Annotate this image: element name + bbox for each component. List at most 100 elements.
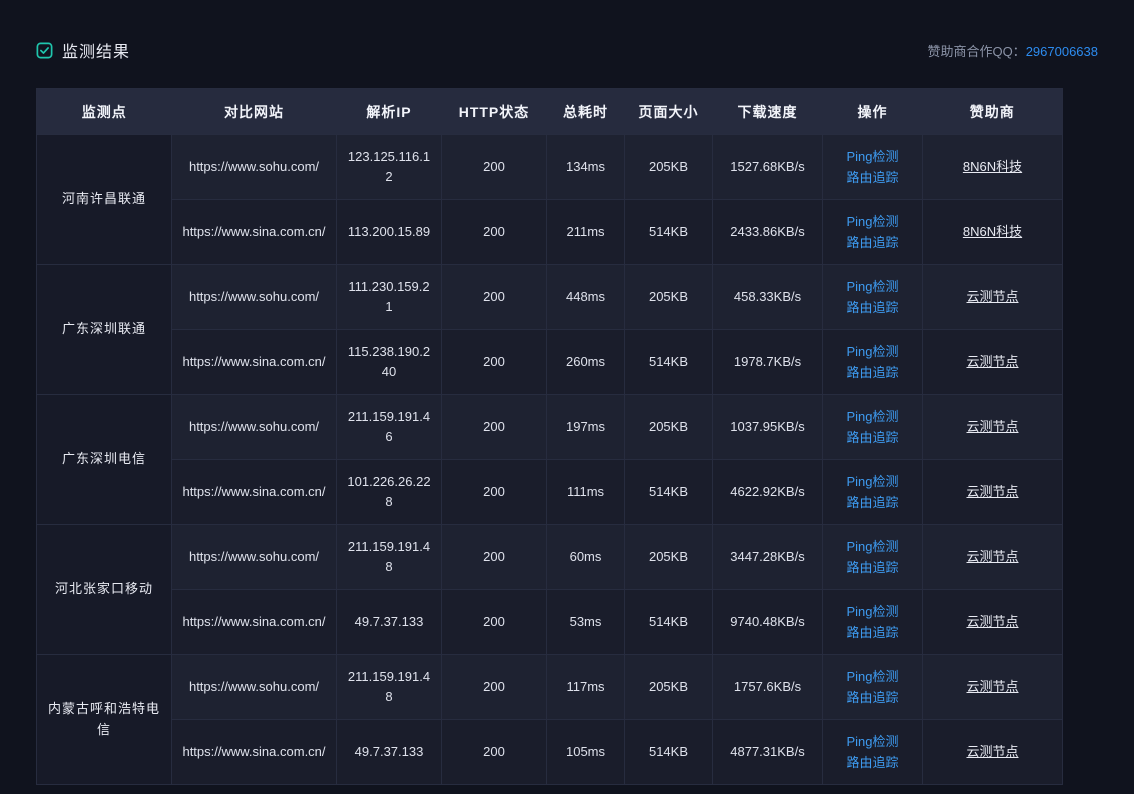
route-trace-link[interactable]: 路由追踪 (846, 755, 899, 770)
http-status: 200 (441, 459, 547, 525)
sponsor-link[interactable]: 云测节点 (966, 548, 1019, 564)
resolved-ip: 49.7.37.133 (336, 719, 442, 785)
download-speed: 4877.31KB/s (712, 719, 823, 785)
header-total-time: 总耗时 (546, 88, 625, 135)
total-time: 211ms (546, 199, 625, 265)
header-ip: 解析IP (336, 88, 442, 135)
sponsor-cell: 8N6N科技 (922, 199, 1063, 265)
ping-link[interactable]: Ping检测 (846, 474, 899, 489)
sponsor-cell: 云测节点 (922, 264, 1063, 330)
page-size: 205KB (624, 264, 713, 330)
resolved-ip: 115.238.190.240 (336, 329, 442, 395)
total-time: 260ms (546, 329, 625, 395)
download-speed: 4622.92KB/s (712, 459, 823, 525)
route-trace-link[interactable]: 路由追踪 (846, 300, 899, 315)
ping-link[interactable]: Ping检测 (846, 409, 899, 424)
sponsor-link[interactable]: 云测节点 (966, 613, 1019, 629)
page-size: 514KB (624, 329, 713, 395)
table-row: https://www.sina.com.cn/ 101.226.26.228 … (37, 459, 1063, 525)
header-monitoring-point: 监测点 (36, 88, 172, 135)
site-url: https://www.sohu.com/ (171, 134, 337, 200)
route-trace-link[interactable]: 路由追踪 (846, 690, 899, 705)
header-download-speed: 下载速度 (712, 88, 823, 135)
sponsor-link[interactable]: 云测节点 (966, 483, 1019, 499)
route-trace-link[interactable]: 路由追踪 (846, 170, 899, 185)
topbar: 监测结果 赞助商合作QQ：2967006638 (36, 36, 1098, 64)
ping-link[interactable]: Ping检测 (846, 734, 899, 749)
sponsor-cell: 云测节点 (922, 719, 1063, 785)
monitoring-point-cell: 内蒙古呼和浩特电信 (36, 654, 172, 785)
ping-link[interactable]: Ping检测 (846, 279, 899, 294)
table-row: 广东深圳电信 https://www.sohu.com/ 211.159.191… (36, 394, 1063, 525)
table-row: https://www.sina.com.cn/ 113.200.15.89 2… (37, 199, 1063, 265)
header-actions: 操作 (822, 88, 923, 135)
header-site: 对比网站 (171, 88, 337, 135)
sponsor-link[interactable]: 云测节点 (966, 353, 1019, 369)
sponsor-link[interactable]: 云测节点 (966, 418, 1019, 434)
table-row: 内蒙古呼和浩特电信 https://www.sohu.com/ 211.159.… (36, 654, 1063, 785)
ping-link[interactable]: Ping检测 (846, 344, 899, 359)
sponsor-link[interactable]: 8N6N科技 (962, 158, 1023, 174)
header-http-status: HTTP状态 (441, 88, 547, 135)
ping-link[interactable]: Ping检测 (846, 214, 899, 229)
actions-cell: Ping检测 路由追踪 (822, 199, 923, 265)
sponsor-qq-link[interactable]: 2967006638 (1025, 43, 1098, 59)
ping-link[interactable]: Ping检测 (846, 539, 899, 554)
resolved-ip: 49.7.37.133 (336, 589, 442, 655)
route-trace-link[interactable]: 路由追踪 (846, 560, 899, 575)
site-url: https://www.sohu.com/ (171, 654, 337, 720)
title-group: 监测结果 (36, 38, 130, 62)
page-size: 514KB (624, 459, 713, 525)
actions-cell: Ping检测 路由追踪 (822, 329, 923, 395)
download-speed: 458.33KB/s (712, 264, 823, 330)
route-trace-link[interactable]: 路由追踪 (846, 235, 899, 250)
route-trace-link[interactable]: 路由追踪 (846, 365, 899, 380)
actions-cell: Ping检测 路由追踪 (822, 264, 923, 330)
route-trace-link[interactable]: 路由追踪 (846, 430, 899, 445)
site-url: https://www.sina.com.cn/ (171, 329, 337, 395)
monitoring-point-cell: 广东深圳联通 (36, 264, 172, 395)
sponsor-link[interactable]: 8N6N科技 (962, 223, 1023, 239)
actions-cell: Ping检测 路由追踪 (822, 719, 923, 785)
actions-cell: Ping检测 路由追踪 (822, 524, 923, 590)
actions-cell: Ping检测 路由追踪 (822, 134, 923, 200)
total-time: 134ms (546, 134, 625, 200)
monitoring-point-cell: 广东深圳电信 (36, 394, 172, 525)
sponsor-link[interactable]: 云测节点 (966, 288, 1019, 304)
ping-link[interactable]: Ping检测 (846, 669, 899, 684)
total-time: 448ms (546, 264, 625, 330)
route-trace-link[interactable]: 路由追踪 (846, 495, 899, 510)
table-row: 河北张家口移动 https://www.sohu.com/ 211.159.19… (36, 524, 1063, 655)
header-sponsor: 赞助商 (922, 88, 1063, 135)
sponsor-link[interactable]: 云测节点 (966, 678, 1019, 694)
check-badge-icon (36, 42, 53, 59)
sponsor-cell: 云测节点 (922, 459, 1063, 525)
download-speed: 1757.6KB/s (712, 654, 823, 720)
site-url: https://www.sohu.com/ (171, 264, 337, 330)
page-size: 514KB (624, 719, 713, 785)
total-time: 60ms (546, 524, 625, 590)
monitoring-point-cell: 河北张家口移动 (36, 524, 172, 655)
sponsor-link[interactable]: 云测节点 (966, 743, 1019, 759)
sponsor-cell: 云测节点 (922, 329, 1063, 395)
http-status: 200 (441, 719, 547, 785)
ping-link[interactable]: Ping检测 (846, 149, 899, 164)
download-speed: 1978.7KB/s (712, 329, 823, 395)
page-title: 监测结果 (62, 44, 131, 61)
table-row: 河南许昌联通 https://www.sohu.com/ 123.125.116… (36, 134, 1063, 265)
sponsor-contact-label: 赞助商合作QQ： (927, 43, 1026, 59)
total-time: 105ms (546, 719, 625, 785)
download-speed: 2433.86KB/s (712, 199, 823, 265)
ping-link[interactable]: Ping检测 (846, 604, 899, 619)
download-speed: 3447.28KB/s (712, 524, 823, 590)
http-status: 200 (441, 589, 547, 655)
resolved-ip: 211.159.191.48 (336, 524, 442, 590)
page-size: 514KB (624, 589, 713, 655)
table-row: https://www.sina.com.cn/ 49.7.37.133 200… (37, 589, 1063, 655)
total-time: 111ms (546, 459, 625, 525)
table-header: 监测点 对比网站 解析IP HTTP状态 总耗时 页面大小 下载速度 操作 赞助… (36, 88, 1063, 135)
table-row: https://www.sina.com.cn/ 115.238.190.240… (37, 329, 1063, 395)
route-trace-link[interactable]: 路由追踪 (846, 625, 899, 640)
site-url: https://www.sina.com.cn/ (171, 589, 337, 655)
